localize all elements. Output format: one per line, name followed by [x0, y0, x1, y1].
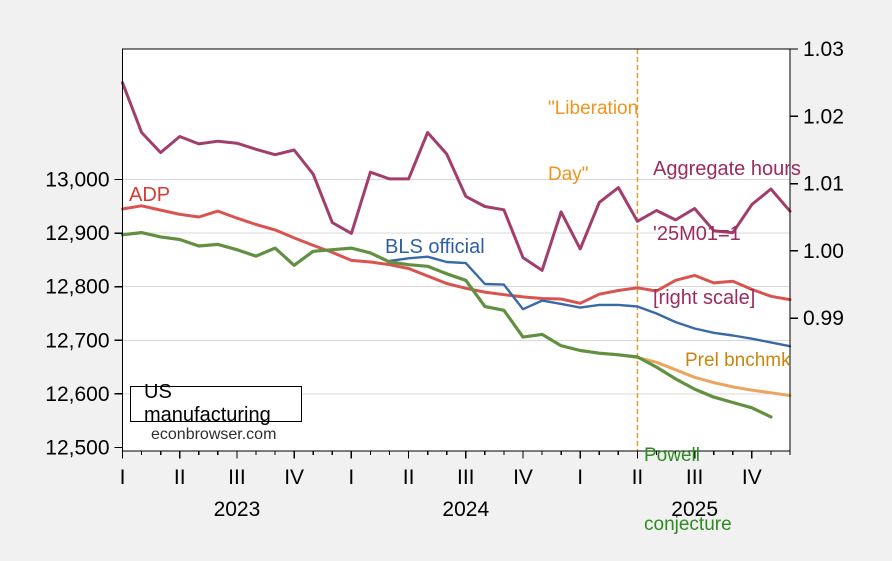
x-quarter-label: III: [228, 466, 246, 489]
x-quarter-label: I: [577, 466, 583, 489]
watermark: econbrowser.com: [151, 426, 277, 443]
y-left-tick-label: 12,800: [45, 276, 109, 299]
x-quarter-label: II: [403, 466, 415, 489]
x-quarter-label: IV: [284, 466, 304, 489]
y-left-tick-label: 12,700: [45, 329, 109, 352]
y-left-tick-label: 12,600: [45, 383, 109, 406]
powell-conjecture-series-label: Powell conjecture: [644, 398, 732, 561]
x-quarter-label: III: [686, 466, 704, 489]
aggregate-hours-series-label: Aggregate hours '25M01=1 [right scale]: [653, 116, 801, 353]
y-left-tick-label: 12,500: [45, 437, 109, 460]
y-right-tick-label: 1.01: [803, 173, 844, 196]
powell-conjecture-label-line1: Powell: [644, 445, 700, 466]
bls-official-series-label: BLS official: [385, 236, 485, 258]
y-right-tick-label: 1.02: [803, 105, 844, 128]
powell-conjecture-label-line2: conjecture: [644, 514, 732, 535]
y-left-tick-label: 13,000: [45, 169, 109, 192]
x-quarter-label: I: [120, 466, 126, 489]
y-right-tick-label: 0.99: [803, 307, 844, 330]
liberation-day-line1: "Liberation: [548, 98, 639, 119]
liberation-day-annotation: "Liberation Day": [548, 54, 638, 230]
x-quarter-label: II: [632, 466, 644, 489]
aggregate-hours-label-line2: '25M01=1: [653, 222, 741, 245]
chart-title-box: US manufacturing: [130, 381, 302, 426]
y-right-tick-label: 1.03: [803, 38, 844, 61]
y-left-tick-label: 12,900: [45, 222, 109, 245]
aggregate-hours-label-line1: Aggregate hours: [653, 158, 801, 180]
y-right-tick-label: 1.00: [803, 240, 844, 263]
x-quarter-label: II: [174, 466, 186, 489]
prel-bnchmk-series-label: Prel bnchmk: [685, 350, 791, 371]
plot-border: [121, 48, 791, 452]
aggregate-hours-label-line3: [right scale]: [653, 287, 756, 309]
adp-series-label: ADP: [129, 184, 171, 206]
x-quarter-label: III: [457, 466, 475, 489]
series-adp: [121, 204, 792, 305]
x-quarter-label: IV: [742, 466, 762, 489]
x-year-label: 2025: [671, 498, 718, 521]
series-bls-official: [388, 255, 792, 348]
series-powell-conjecture: [120, 231, 773, 419]
series-aggregate-hours: [121, 81, 792, 272]
x-quarter-label: I: [348, 466, 354, 489]
x-quarter-label: IV: [513, 466, 533, 489]
x-year-label: 2024: [442, 498, 489, 521]
liberation-day-line2: Day": [548, 164, 589, 185]
chart-title: US manufacturing: [144, 381, 271, 426]
x-year-label: 2023: [214, 498, 261, 521]
